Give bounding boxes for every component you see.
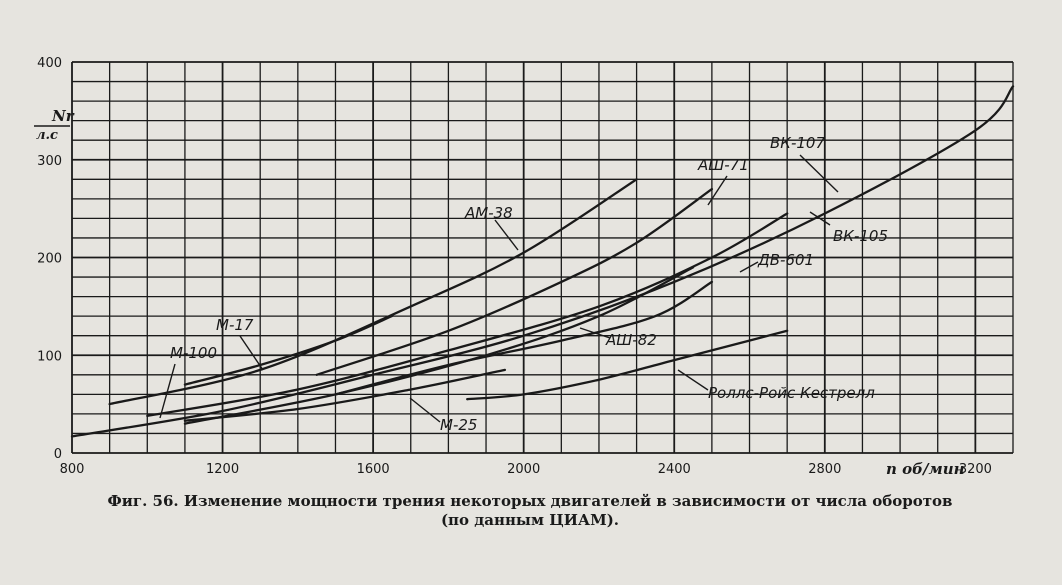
series-line [146, 212, 789, 418]
figure-caption: Фиг. 56. Изменение мощности трения некот… [60, 492, 1000, 530]
series-line [466, 329, 789, 401]
x-tick-label: 1200 [206, 462, 239, 477]
y-tick-label: 200 [37, 252, 62, 267]
series-line [334, 280, 714, 396]
label-vk105: ВК-105 [833, 227, 888, 245]
label-m25: М-25 [440, 416, 477, 434]
x-tick-label: 1600 [357, 462, 390, 477]
label-dv601: ДВ-601 [757, 251, 814, 269]
x-axis-label: n об/мин [886, 460, 965, 478]
label-ash82-leader [579, 327, 611, 339]
x-tick-label: 3200 [959, 462, 992, 477]
series-line [70, 85, 1015, 438]
label-vk107-leader [799, 154, 839, 193]
caption-line-1: Фиг. 56. Изменение мощности трения некот… [107, 492, 953, 510]
label-vk107: ВК-107 [770, 134, 825, 152]
caption-line-2: (по данным ЦИАМ). [440, 511, 620, 529]
chart-series [70, 85, 1015, 438]
y-tick-label: 0 [54, 447, 62, 462]
series-line [183, 314, 394, 386]
label-m100-leader [159, 363, 176, 419]
y-axis-label-top: Nr [51, 107, 75, 125]
label-m25-leader [409, 397, 441, 423]
y-tick-label: 100 [37, 349, 62, 364]
series-line [183, 368, 507, 422]
label-rolls: Роллс-Ройс Кестрелл [708, 384, 875, 402]
x-tick-label: 2400 [658, 462, 691, 477]
label-rolls-leader [677, 369, 709, 391]
chart-tick-labels: 800 1200 1600 2000 2400 2800 3200 0 100 200 300 400 [37, 56, 992, 477]
y-tick-label: 300 [37, 154, 62, 169]
chart-label-leaders [159, 154, 839, 423]
label-am38-leader [494, 219, 519, 251]
label-m17: М-17 [216, 316, 254, 334]
series-line [315, 187, 714, 376]
chart-grid [71, 61, 1014, 454]
chart-curve-labels: АМ-38 АШ-71 ВК-107 ВК-105 ДВ-601 АШ-82 М-17 М-1… [170, 134, 888, 434]
label-ash71: АШ-71 [697, 156, 749, 174]
label-dv601-leader [739, 261, 759, 273]
label-ash71-leader [707, 175, 728, 206]
series-line [108, 178, 638, 406]
label-m17-leader [239, 335, 264, 371]
x-tick-label: 2800 [808, 462, 841, 477]
label-am38: АМ-38 [464, 204, 513, 222]
y-tick-label: 400 [37, 56, 62, 71]
label-ash82: АШ-82 [605, 331, 657, 349]
y-axis-label-bottom: л.с [36, 128, 58, 143]
x-tick-label: 2000 [507, 462, 540, 477]
label-m100: М-100 [170, 344, 217, 362]
x-tick-label: 800 [60, 462, 85, 477]
label-vk105-leader [809, 211, 831, 226]
